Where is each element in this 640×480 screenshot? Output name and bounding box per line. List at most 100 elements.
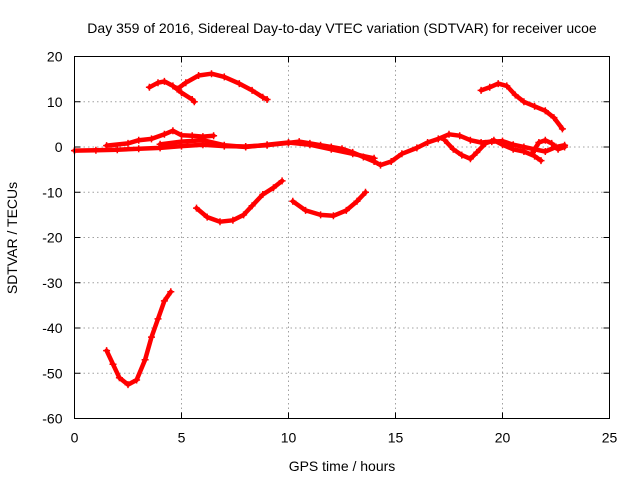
series-band-upper: [103, 127, 218, 150]
series-line: [104, 289, 174, 387]
series-arc-low-1: [193, 177, 286, 226]
data-point-marker: [154, 315, 162, 323]
data-point-marker: [520, 148, 528, 155]
data-point-marker: [550, 114, 558, 122]
data-point-marker: [203, 213, 211, 221]
series-band-tail: [529, 136, 569, 156]
data-point-marker: [466, 136, 474, 144]
data-point-marker: [220, 73, 228, 81]
data-point-marker: [216, 218, 224, 226]
data-point-marker: [531, 102, 539, 110]
data-point-marker: [477, 86, 485, 94]
series-line: [478, 81, 565, 132]
data-point-marker: [124, 381, 132, 389]
x-tick-label: 20: [495, 430, 511, 446]
data-point-marker: [169, 127, 177, 135]
series-line: [147, 79, 197, 105]
y-tick-label: -60: [42, 411, 62, 427]
data-point-marker: [160, 77, 168, 85]
x-tick-label: 0: [71, 430, 79, 446]
data-point-marker: [259, 93, 267, 101]
data-point-marker: [133, 376, 141, 384]
series-layer: [71, 70, 569, 389]
series-arc-deep: [103, 288, 175, 389]
x-tick-label: 5: [178, 430, 186, 446]
data-point-marker: [531, 152, 539, 160]
data-point-marker: [167, 288, 175, 296]
data-point-marker: [445, 130, 453, 138]
data-point-marker: [398, 150, 406, 158]
data-point-marker: [220, 141, 228, 149]
data-point-marker: [317, 211, 325, 219]
data-point-marker: [160, 297, 168, 305]
data-point-marker: [278, 177, 286, 185]
data-point-marker: [178, 89, 185, 97]
data-point-marker: [270, 184, 277, 192]
data-point-marker: [413, 144, 421, 152]
data-point-marker: [387, 158, 395, 165]
axis-ticks: 0 5 10 15 20 25 -60 -50 -40 -30 -20 -10 0 10 20: [42, 49, 617, 446]
data-point-marker: [541, 136, 549, 144]
y-tick-label: 10: [47, 94, 63, 110]
data-point-marker: [188, 132, 196, 140]
data-point-marker: [509, 145, 517, 153]
data-point-marker: [263, 96, 271, 103]
data-point-marker: [349, 150, 357, 158]
data-point-marker: [302, 206, 310, 214]
series-arc-high-3: [477, 80, 566, 133]
data-point-marker: [449, 145, 457, 153]
data-point-marker: [456, 132, 464, 140]
series-arc-high-2: [173, 70, 271, 103]
y-tick-label: 20: [47, 49, 63, 65]
data-point-marker: [154, 79, 162, 87]
data-point-marker: [190, 98, 198, 106]
data-point-marker: [240, 211, 248, 219]
data-point-marker: [141, 356, 149, 364]
data-point-marker: [160, 130, 168, 138]
data-point-marker: [145, 83, 153, 91]
data-point-marker: [554, 145, 562, 153]
series-line: [104, 128, 216, 148]
data-point-marker: [109, 360, 117, 368]
data-point-marker: [248, 86, 256, 94]
grid-lines: [74, 56, 610, 419]
data-point-marker: [520, 98, 528, 106]
y-tick-label: -40: [42, 320, 62, 336]
data-point-marker: [285, 139, 292, 146]
data-point-marker: [178, 131, 185, 139]
y-tick-label: -50: [42, 365, 62, 381]
data-point-marker: [199, 136, 207, 144]
data-point-marker: [486, 83, 494, 91]
data-point-marker: [377, 161, 384, 169]
data-point-marker: [466, 155, 474, 163]
data-point-marker: [490, 136, 498, 144]
data-point-marker: [242, 143, 250, 151]
data-point-marker: [441, 136, 449, 144]
data-point-marker: [370, 154, 378, 162]
series-band-secondary: [156, 136, 378, 162]
chart-title: Day 359 of 2016, Sidereal Day-to-day VTE…: [87, 20, 597, 36]
series-line: [290, 190, 368, 219]
series-arc-high-1: [145, 77, 198, 106]
y-tick-label: -10: [42, 184, 62, 200]
data-point-marker: [306, 141, 314, 149]
series-line: [442, 137, 544, 163]
data-point-marker: [473, 148, 481, 156]
data-point-marker: [178, 138, 185, 146]
data-point-marker: [537, 157, 545, 165]
data-point-marker: [535, 139, 543, 146]
data-point-marker: [103, 347, 111, 355]
data-point-marker: [173, 85, 181, 93]
data-point-marker: [195, 72, 203, 79]
series-line: [194, 178, 285, 224]
data-point-marker: [148, 135, 155, 143]
data-point-marker: [561, 143, 569, 151]
x-axis-label: GPS time / hours: [289, 458, 396, 474]
data-point-marker: [169, 82, 177, 90]
data-point-marker: [235, 80, 243, 88]
data-point-marker: [156, 140, 164, 148]
x-tick-label: 25: [602, 430, 618, 446]
data-point-marker: [148, 333, 155, 341]
y-tick-label: -20: [42, 230, 62, 246]
series-arc-low-2: [289, 188, 369, 220]
